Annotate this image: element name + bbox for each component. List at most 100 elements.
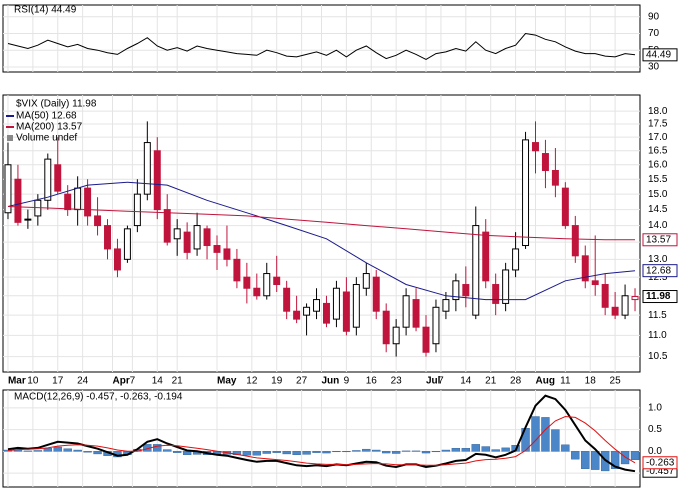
candle-body: [143, 142, 151, 195]
candle-body: [14, 178, 22, 223]
x-tick-label: 7: [130, 376, 136, 387]
value-tag: [642, 48, 678, 62]
value-tag: [642, 290, 678, 304]
y-tick-label: 17.5: [648, 119, 668, 130]
candle-body: [24, 218, 32, 221]
candle-body: [283, 287, 291, 312]
y-tick-label: 0.5: [648, 424, 662, 435]
candle-body: [342, 291, 350, 332]
candle-body: [243, 276, 251, 289]
candle-body: [462, 284, 470, 297]
x-tick-label: 25: [610, 376, 622, 387]
histogram-bar: [471, 444, 480, 452]
x-tick-label: Jul: [426, 376, 441, 387]
candle-body: [84, 187, 92, 217]
value-tag-label: 13.57: [646, 234, 671, 245]
histogram-bar: [362, 448, 371, 452]
histogram-bar: [441, 449, 451, 452]
y-tick-label: 30: [648, 62, 660, 73]
y-tick-label: 1.0: [648, 402, 662, 413]
candle-body: [581, 255, 589, 282]
histogram-bar: [541, 417, 550, 452]
histogram-bar: [23, 450, 33, 452]
candle-body: [382, 310, 390, 345]
histogram-bar: [292, 451, 301, 456]
candle-body: [372, 276, 380, 312]
histogram-bar: [620, 451, 630, 465]
x-tick-label: 11: [560, 376, 571, 387]
x-tick-label: 7: [438, 376, 444, 387]
macd-line: [7, 394, 636, 473]
candle-body: [601, 284, 609, 308]
histogram-bar: [591, 451, 600, 470]
candle-body: [502, 269, 510, 304]
histogram-bar: [531, 416, 540, 452]
candle-body: [452, 280, 460, 301]
candle-body: [492, 284, 500, 304]
histogram-bar: [332, 451, 341, 453]
candle-body: [442, 299, 450, 312]
candle-body: [153, 150, 161, 211]
candle-body: [392, 326, 400, 345]
y-tick-label: 11.0: [648, 330, 667, 341]
histogram-bar: [172, 451, 182, 453]
candle-body: [233, 258, 241, 282]
x-tick-label: Apr: [112, 376, 129, 387]
x-tick-label: 27: [296, 376, 308, 387]
candle-body: [532, 142, 539, 152]
y-tick-label: 16.5: [648, 145, 668, 156]
x-tick-label: May: [217, 376, 237, 387]
legend-label: MA(200) 13.57: [16, 122, 83, 133]
histogram-bar: [610, 451, 620, 469]
candle-body: [253, 287, 261, 297]
candle-body: [213, 245, 221, 253]
candle-body: [193, 225, 201, 250]
histogram-bar: [372, 449, 381, 452]
moving-average: [7, 181, 636, 301]
candle-body: [512, 248, 520, 271]
histogram-bar: [342, 451, 351, 453]
candle-body: [74, 187, 82, 211]
candle-body: [183, 231, 191, 253]
x-tick-label: 14: [152, 376, 164, 387]
histogram-bar: [93, 451, 102, 455]
histogram-bar: [302, 451, 311, 455]
histogram-bar: [630, 451, 640, 460]
y-tick-label: 14.0: [648, 220, 668, 231]
y-tick-label: 10.5: [648, 351, 668, 362]
x-tick-label: Aug: [535, 376, 554, 387]
x-tick-label: 24: [77, 376, 89, 387]
candle-body: [173, 228, 181, 240]
value-tag: [642, 456, 678, 470]
macd-line: [7, 415, 636, 466]
value-tag-label: 12.68: [646, 265, 671, 276]
x-tick-label: 21: [485, 376, 497, 387]
x-tick-label: Mar: [8, 376, 26, 387]
x-tick-label: 14: [460, 376, 472, 387]
candle-body: [133, 193, 141, 227]
chart-title: $VIX (Daily) 11.98: [16, 99, 97, 110]
candle-body: [123, 228, 131, 260]
histogram-bar: [391, 451, 401, 454]
y-tick-label: 11.5: [648, 310, 667, 321]
histogram-bar: [272, 451, 281, 453]
candle-body: [432, 306, 440, 345]
histogram-bar: [352, 450, 361, 452]
histogram-bar: [163, 449, 172, 452]
histogram-bar: [581, 451, 590, 469]
candle-body: [273, 276, 281, 286]
value-tag: [642, 233, 678, 247]
y-tick-label: 18.0: [648, 106, 668, 117]
histogram-bar: [421, 451, 431, 454]
candle-body: [571, 225, 579, 257]
histogram-bar: [312, 451, 321, 453]
y-tick-label: 12.5: [648, 272, 668, 283]
histogram-bar: [53, 446, 62, 452]
candle-body: [422, 326, 430, 353]
candle-body: [4, 164, 12, 214]
candle-body: [44, 158, 52, 201]
histogram-bar: [411, 450, 421, 452]
x-tick-label: 18: [585, 376, 597, 387]
y-tick-label: 17.0: [648, 132, 668, 143]
candle-body: [621, 295, 629, 316]
